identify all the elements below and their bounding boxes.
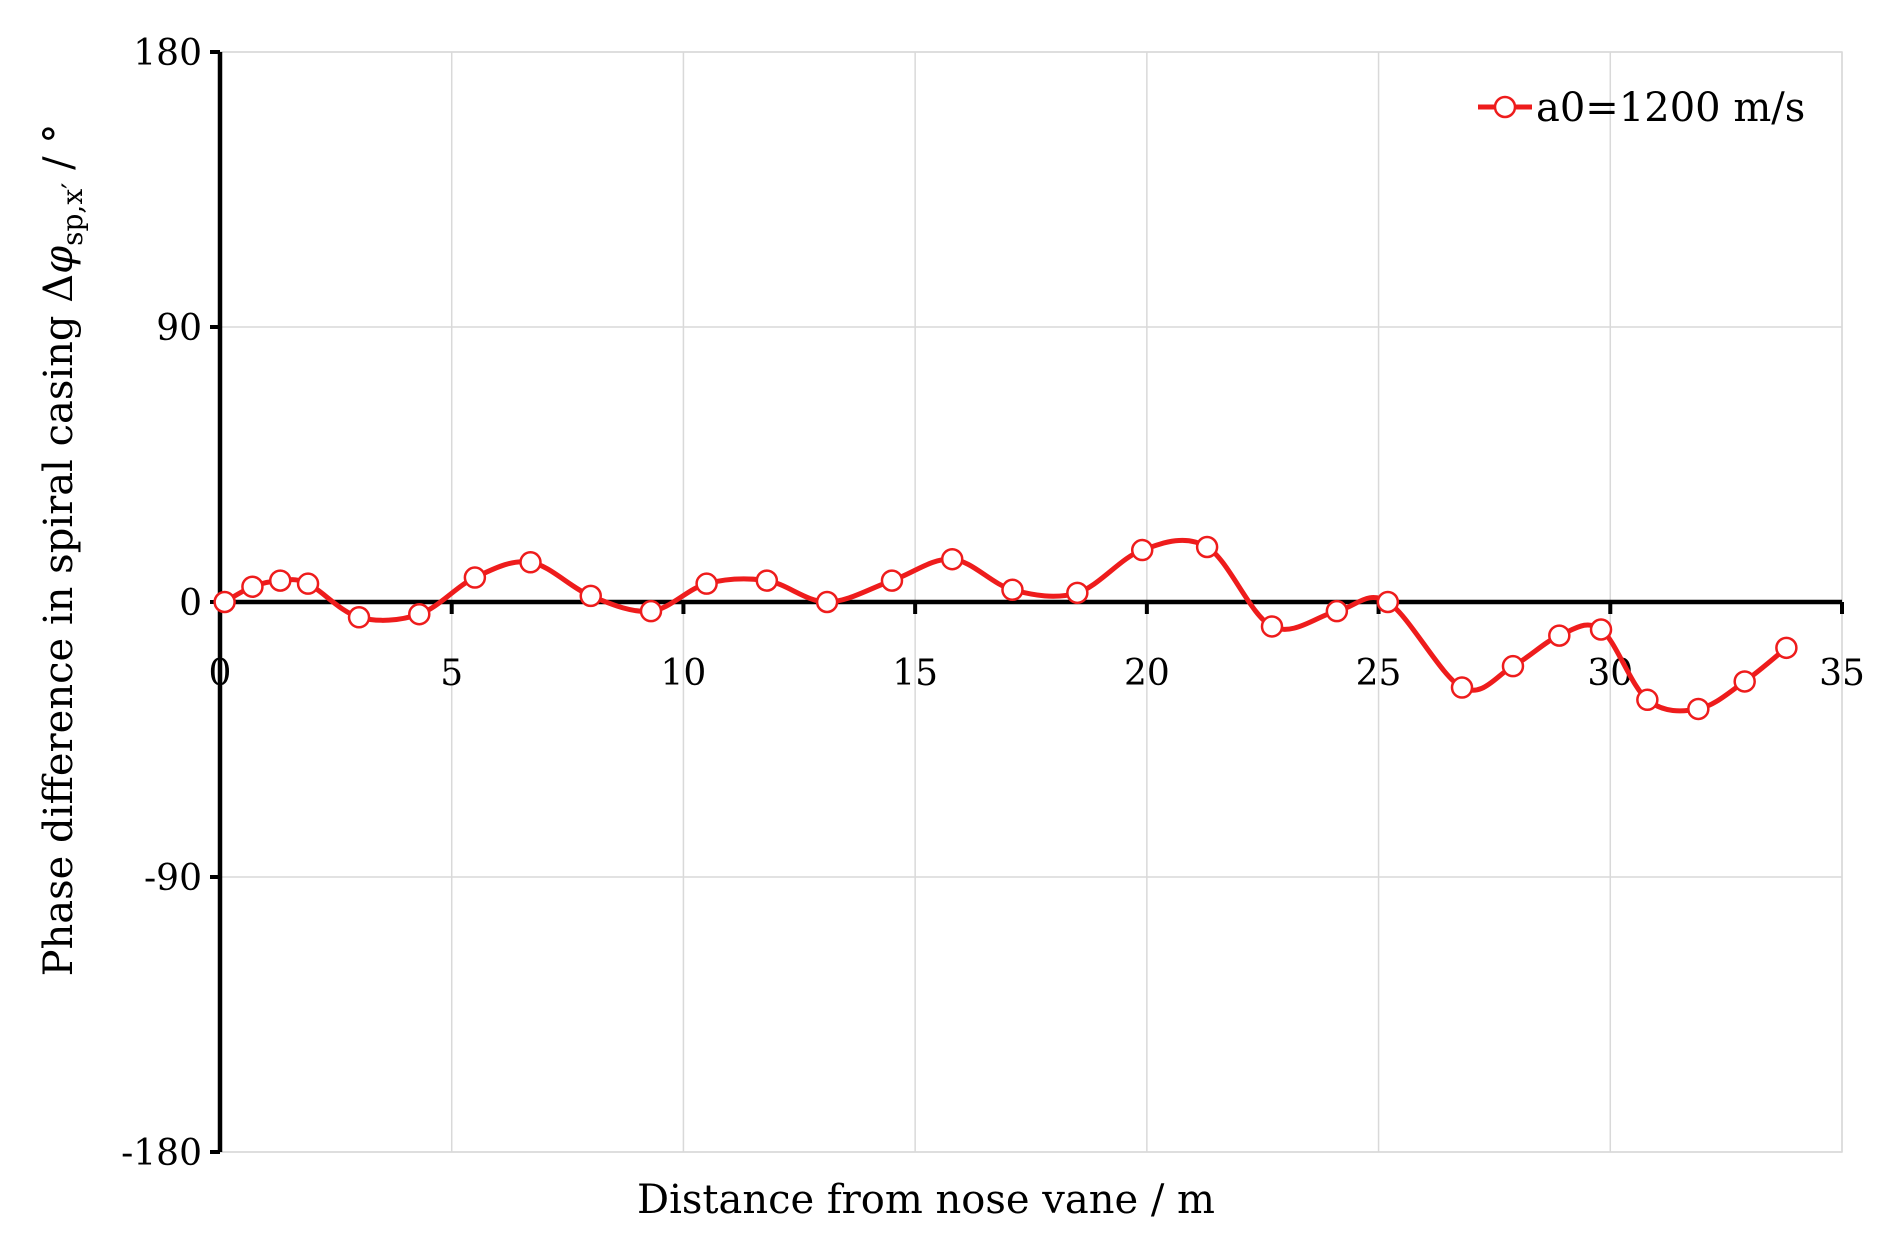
data-point [1001,578,1024,602]
data-point [579,584,602,608]
data-point [1636,688,1659,712]
data-point [241,575,264,598]
x-tick-label: 35 [1819,653,1865,694]
y-axis-title-symbol: φ [36,246,82,274]
axes [210,50,1844,1154]
x-tick-label: 15 [892,653,938,694]
data-point [940,547,964,571]
y-axis-title: Phase difference in spiral casing Δφsp,x… [36,124,89,977]
x-tick-label: 0 [209,653,232,694]
y-axis-title-suffix: / ° [36,124,82,183]
x-tick-label: 5 [440,653,463,694]
legend-marker-swatch [1493,95,1517,119]
data-point [1195,535,1219,559]
data-point [755,569,779,592]
gridlines [219,51,1843,1153]
tick-labels: -180 -90 0 90 180 0 5 10 15 20 25 30 35 [121,33,1865,1174]
series-a0-1200 [213,535,1798,721]
data-point [1775,636,1798,660]
y-tick-label: -90 [144,858,202,899]
data-point [1376,590,1400,614]
data-point [1450,676,1474,699]
y-tick-label: -180 [121,1133,202,1174]
data-point [880,569,904,592]
x-tick-label: 30 [1587,653,1633,694]
data-point [408,602,431,626]
y-tick-label: 0 [179,583,202,624]
data-point [347,606,371,629]
data-point [1501,654,1525,678]
data-point [1687,697,1710,721]
legend-label: a0=1200 m/s [1536,85,1805,131]
data-point [296,572,320,595]
data-point [1130,538,1154,562]
data-point [1548,624,1571,647]
x-tick-label: 10 [661,653,707,694]
data-point [213,590,236,614]
x-tick-label: 20 [1124,653,1170,694]
data-point [519,551,542,574]
data-point [268,569,292,592]
data-point [1589,618,1613,641]
y-tick-label: 180 [133,33,202,74]
y-axis-title-subscript: sp,x′ [56,183,89,246]
data-point [1325,599,1349,623]
data-point [1733,670,1756,693]
data-point [695,572,718,595]
y-axis-title-prefix: Phase difference in spiral casing Δ [36,274,82,976]
data-point [639,599,663,623]
x-axis-title: Distance from nose vane / m [637,1177,1215,1223]
data-point [815,590,839,614]
data-point [1066,581,1089,605]
legend: a0=1200 m/s [1478,85,1805,131]
data-point [1260,615,1284,638]
y-tick-label: 90 [156,308,202,349]
x-tick-label: 25 [1356,653,1402,694]
data-point [463,566,487,589]
